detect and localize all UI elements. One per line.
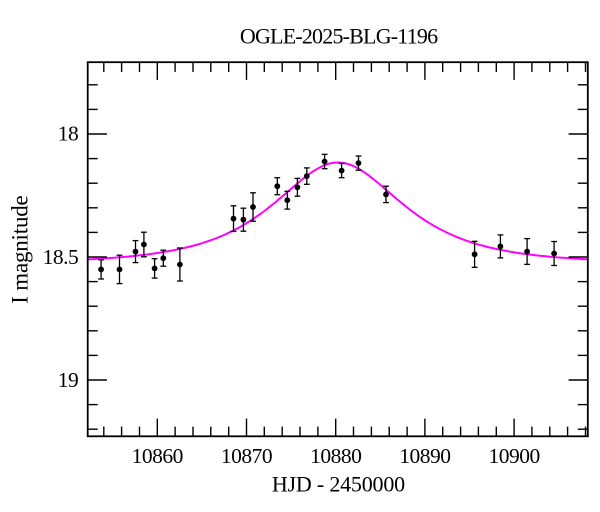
svg-text:I magnitude: I magnitude: [8, 195, 33, 303]
svg-text:HJD - 2450000: HJD - 2450000: [272, 471, 405, 496]
svg-text:10900: 10900: [488, 444, 539, 468]
svg-text:OGLE-2025-BLG-1196: OGLE-2025-BLG-1196: [240, 23, 438, 48]
svg-text:10870: 10870: [221, 444, 272, 468]
svg-text:10880: 10880: [310, 444, 361, 468]
svg-text:10860: 10860: [132, 444, 183, 468]
svg-text:10890: 10890: [399, 444, 450, 468]
svg-text:18.5: 18.5: [43, 245, 79, 269]
svg-text:19: 19: [58, 368, 79, 392]
svg-text:18: 18: [58, 122, 79, 146]
